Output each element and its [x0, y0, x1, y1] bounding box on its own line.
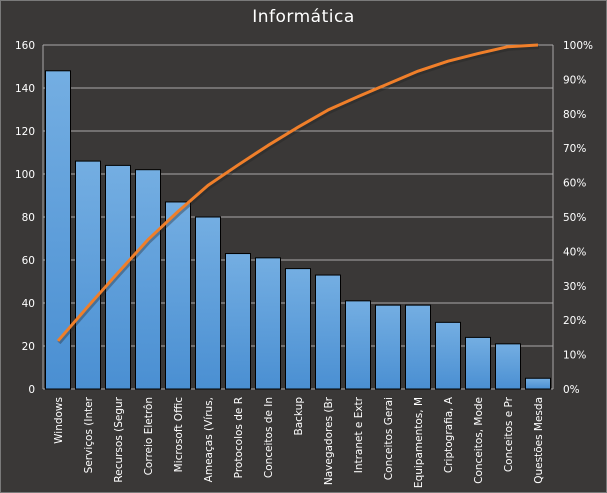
bar [525, 377, 551, 390]
y-tick-label: 20 [22, 341, 35, 353]
x-tick-label: Backup [293, 397, 305, 436]
bar [345, 300, 371, 390]
y2-tick-label: 90% [563, 74, 586, 86]
y-tick-label: 140 [15, 83, 35, 95]
y2-tick-label: 50% [563, 212, 586, 224]
y-tick-label: 120 [15, 126, 35, 138]
x-tick-label: Conceitos, Mode [473, 397, 485, 484]
bar [135, 169, 161, 390]
bar [225, 253, 251, 390]
bar [315, 274, 341, 390]
y2-tick-label: 20% [563, 315, 586, 327]
bar [195, 216, 221, 390]
x-tick-label: Ameaças (Vírus, [203, 397, 215, 482]
x-tick-label: Equipamentos, M [413, 397, 425, 488]
x-tick-label: Windows [53, 397, 65, 444]
bar [375, 304, 401, 390]
x-tick-label: Conceitos de In [263, 397, 275, 478]
x-tick-label: Correio Eletrôn [143, 397, 155, 475]
chart-title: Informática [252, 7, 355, 27]
x-tick-label: Questões Mesda [533, 397, 545, 484]
y2-tick-label: 70% [563, 143, 586, 155]
y-tick-label: 160 [15, 40, 35, 52]
y-tick-label: 60 [22, 255, 35, 267]
x-tick-label: Serviços (Inter [83, 396, 95, 473]
bar [45, 70, 71, 390]
y2-tick-label: 0% [563, 384, 580, 396]
x-tick-label: Microsoft Offic [173, 397, 185, 473]
line-shadow [57, 45, 540, 345]
y2-tick-label: 30% [563, 281, 586, 293]
x-tick-label: Navegadores (Br [323, 396, 335, 485]
bar [465, 336, 491, 390]
bar [255, 257, 281, 390]
x-tick-label: Conceitos e Pr [503, 396, 515, 472]
x-tick-label: Criptografia, A [443, 396, 455, 473]
y-tick-label: 40 [22, 298, 35, 310]
bar [405, 304, 431, 390]
bar [435, 321, 461, 390]
y2-tick-label: 60% [563, 178, 586, 190]
y-tick-label: 100 [15, 169, 35, 181]
y2-tick-label: 100% [563, 40, 593, 52]
y-tick-label: 80 [22, 212, 35, 224]
x-tick-label: Intranet e Extr [353, 396, 365, 473]
y2-tick-label: 40% [563, 246, 586, 258]
bar [165, 201, 191, 390]
bar [75, 160, 101, 390]
x-tick-label: Protocolos de R [233, 397, 245, 478]
y-tick-label: 0 [28, 384, 35, 396]
bar [105, 164, 131, 390]
bar [285, 268, 311, 390]
cumulative-line [56, 43, 539, 342]
x-tick-label: Conceitos Gerai [383, 397, 395, 480]
x-tick-label: Recursos (Segur [113, 396, 125, 482]
y2-tick-label: 80% [563, 109, 586, 121]
bar [495, 343, 521, 390]
y2-tick-label: 10% [563, 350, 586, 362]
